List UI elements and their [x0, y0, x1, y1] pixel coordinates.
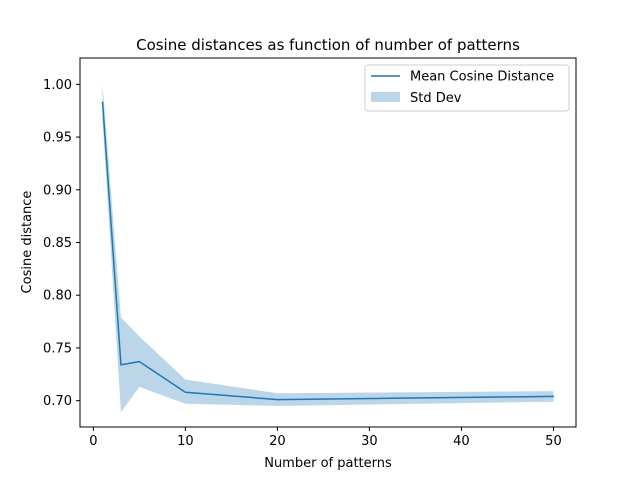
- legend-frame: [364, 64, 570, 112]
- mean-point: [101, 101, 104, 104]
- y-tick-label: 0.95: [43, 131, 72, 146]
- x-axis-label: Number of patterns: [264, 456, 392, 471]
- mean-point: [552, 395, 555, 398]
- mean-point: [138, 360, 141, 363]
- y-tick-label: 0.80: [43, 289, 72, 304]
- x-tick-label: 50: [545, 434, 562, 449]
- x-tick-label: 20: [269, 434, 286, 449]
- y-tick-label: 0.75: [43, 341, 72, 356]
- x-axis-ticks: 0 10 20 30 40 50: [89, 427, 562, 449]
- mean-point: [276, 398, 279, 401]
- mean-cosine-distance-line: [101, 102, 554, 401]
- legend-band-swatch: [371, 92, 400, 102]
- legend-label-mean: Mean Cosine Distance: [410, 70, 554, 85]
- y-tick-label: 0.90: [43, 183, 72, 198]
- mean-point: [184, 391, 187, 393]
- x-tick-label: 30: [361, 434, 378, 449]
- y-tick-label: 0.85: [43, 236, 72, 251]
- std-dev-band-layer: [102, 84, 554, 413]
- legend: Mean Cosine Distance Std Dev: [364, 64, 570, 112]
- x-tick-label: 40: [453, 434, 470, 449]
- y-axis-ticks: 0.70 0.75 0.80 0.85 0.90 0.95 1.00: [43, 78, 80, 409]
- mean-point: [120, 364, 122, 366]
- legend-label-std: Std Dev: [410, 91, 462, 106]
- y-axis-label: Cosine distance: [20, 191, 35, 294]
- mean-line-layer: [101, 101, 555, 401]
- x-tick-label: 10: [177, 434, 194, 449]
- std-dev-band: [102, 84, 554, 413]
- y-tick-label: 0.70: [43, 394, 72, 409]
- chart-title: Cosine distances as function of number o…: [136, 36, 520, 54]
- y-tick-label: 1.00: [43, 78, 72, 93]
- x-tick-label: 0: [89, 434, 97, 449]
